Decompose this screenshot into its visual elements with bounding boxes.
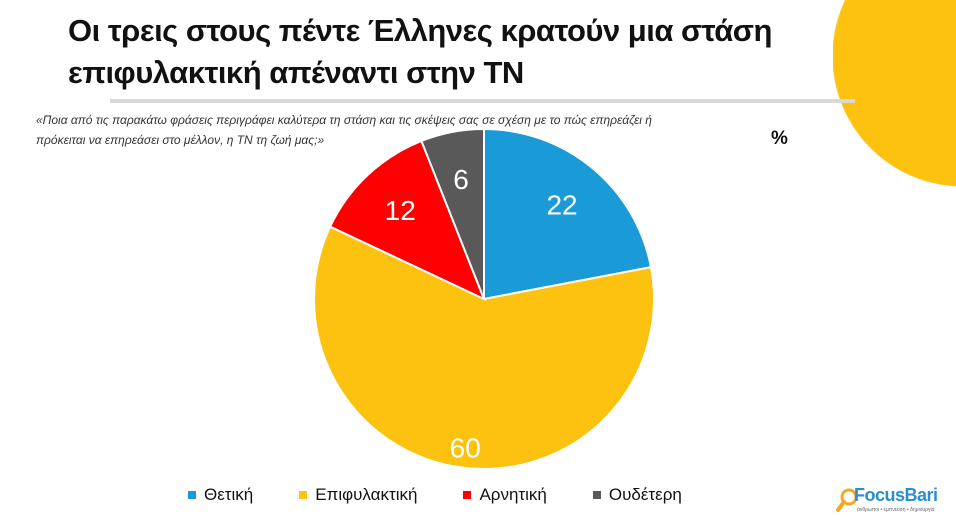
legend-item: Επιφυλακτική bbox=[299, 485, 417, 505]
legend-swatch bbox=[463, 491, 472, 499]
legend-swatch bbox=[188, 491, 196, 499]
pie-slice-2 bbox=[328, 139, 486, 301]
logo-tagline: άνθρωποι • έμπνευση • δημιουργία bbox=[857, 507, 935, 513]
pie-slice-0 bbox=[483, 127, 653, 301]
survey-question: «Ποια από τις παρακάτω φράσεις περιγράφε… bbox=[36, 110, 756, 150]
title-line-2: επιφυλακτική απέναντι στην ΤΝ bbox=[68, 55, 524, 90]
data-label: 60 bbox=[450, 432, 481, 463]
legend-item: Αρνητική bbox=[463, 485, 547, 505]
unit-label: % bbox=[771, 128, 788, 149]
legend-item: Ουδέτερη bbox=[592, 485, 682, 505]
magnifier-icon bbox=[836, 488, 858, 512]
focusbari-logo: FocusBari άνθρωποι • έμπνευση • δημιουργ… bbox=[836, 485, 951, 518]
title-line-1: Οι τρεις στους πέντε Έλληνες κρατούν μια… bbox=[68, 13, 772, 48]
logo-name: FocusBari bbox=[854, 485, 938, 505]
legend-label: Επιφυλακτική bbox=[315, 485, 418, 504]
data-label: 22 bbox=[546, 190, 577, 221]
decorative-circle bbox=[833, 0, 956, 190]
question-line-2: πρόκειται να επηρεάσει στο μέλλον, η ΤΝ … bbox=[36, 133, 325, 147]
legend-label: Ουδέτερη bbox=[608, 485, 682, 504]
legend-label: Θετική bbox=[204, 485, 254, 504]
data-label: 12 bbox=[385, 195, 416, 226]
pie-slice-3 bbox=[420, 127, 485, 300]
data-label: 6 bbox=[453, 164, 469, 195]
legend: Θετική Επιφυλακτική Αρνητική Ουδέτερη bbox=[188, 485, 728, 505]
legend-label: Αρνητική bbox=[479, 485, 547, 504]
pie-slice-1 bbox=[313, 225, 655, 470]
legend-item: Θετική bbox=[188, 485, 253, 505]
divider bbox=[110, 99, 855, 103]
legend-swatch bbox=[592, 491, 601, 499]
question-line-1: «Ποια από τις παρακάτω φράσεις περιγράφε… bbox=[36, 113, 652, 127]
page-title: Οι τρεις στους πέντε Έλληνες κρατούν μια… bbox=[68, 10, 772, 94]
legend-swatch bbox=[299, 491, 308, 499]
